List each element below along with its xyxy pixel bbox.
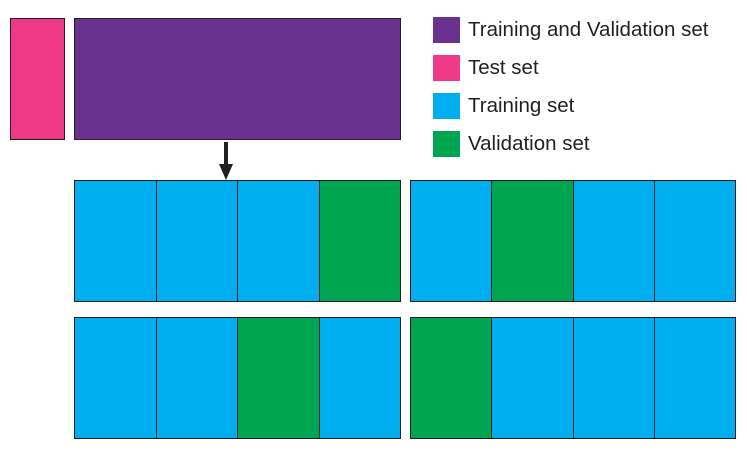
- legend-item-training: Training set: [433, 93, 708, 119]
- validation-segment: [237, 318, 319, 438]
- training-and-validation-block: [74, 18, 401, 140]
- training-segment: [411, 181, 492, 301]
- training-segment: [237, 181, 319, 301]
- legend-label: Validation set: [468, 132, 590, 155]
- training-segment: [572, 318, 654, 438]
- fold-4: [410, 317, 736, 439]
- training-segment: [75, 181, 156, 301]
- training-segment: [75, 318, 156, 438]
- legend-label: Test set: [468, 56, 539, 79]
- legend-item-training-and-validation: Training and Validation set: [433, 17, 708, 43]
- legend-swatch-validation: [433, 131, 460, 157]
- validation-segment: [411, 318, 492, 438]
- legend: Training and Validation set Test set Tra…: [433, 17, 708, 169]
- training-segment: [653, 318, 735, 438]
- training-segment: [318, 318, 400, 438]
- fold-3: [74, 317, 401, 439]
- training-segment: [155, 181, 237, 301]
- legend-swatch-test: [433, 55, 460, 81]
- validation-segment: [491, 181, 573, 301]
- legend-swatch-training-and-validation: [433, 17, 460, 43]
- training-segment: [653, 181, 735, 301]
- training-segment: [491, 318, 573, 438]
- validation-segment: [318, 181, 400, 301]
- legend-swatch-training: [433, 93, 460, 119]
- legend-item-test: Test set: [433, 55, 708, 81]
- legend-item-validation: Validation set: [433, 131, 708, 157]
- fold-1: [74, 180, 401, 302]
- legend-label: Training set: [468, 94, 575, 117]
- legend-label: Training and Validation set: [468, 18, 709, 41]
- training-segment: [155, 318, 237, 438]
- fold-2: [410, 180, 736, 302]
- test-set-block: [10, 18, 65, 140]
- down-arrow-icon: [219, 142, 233, 180]
- training-segment: [572, 181, 654, 301]
